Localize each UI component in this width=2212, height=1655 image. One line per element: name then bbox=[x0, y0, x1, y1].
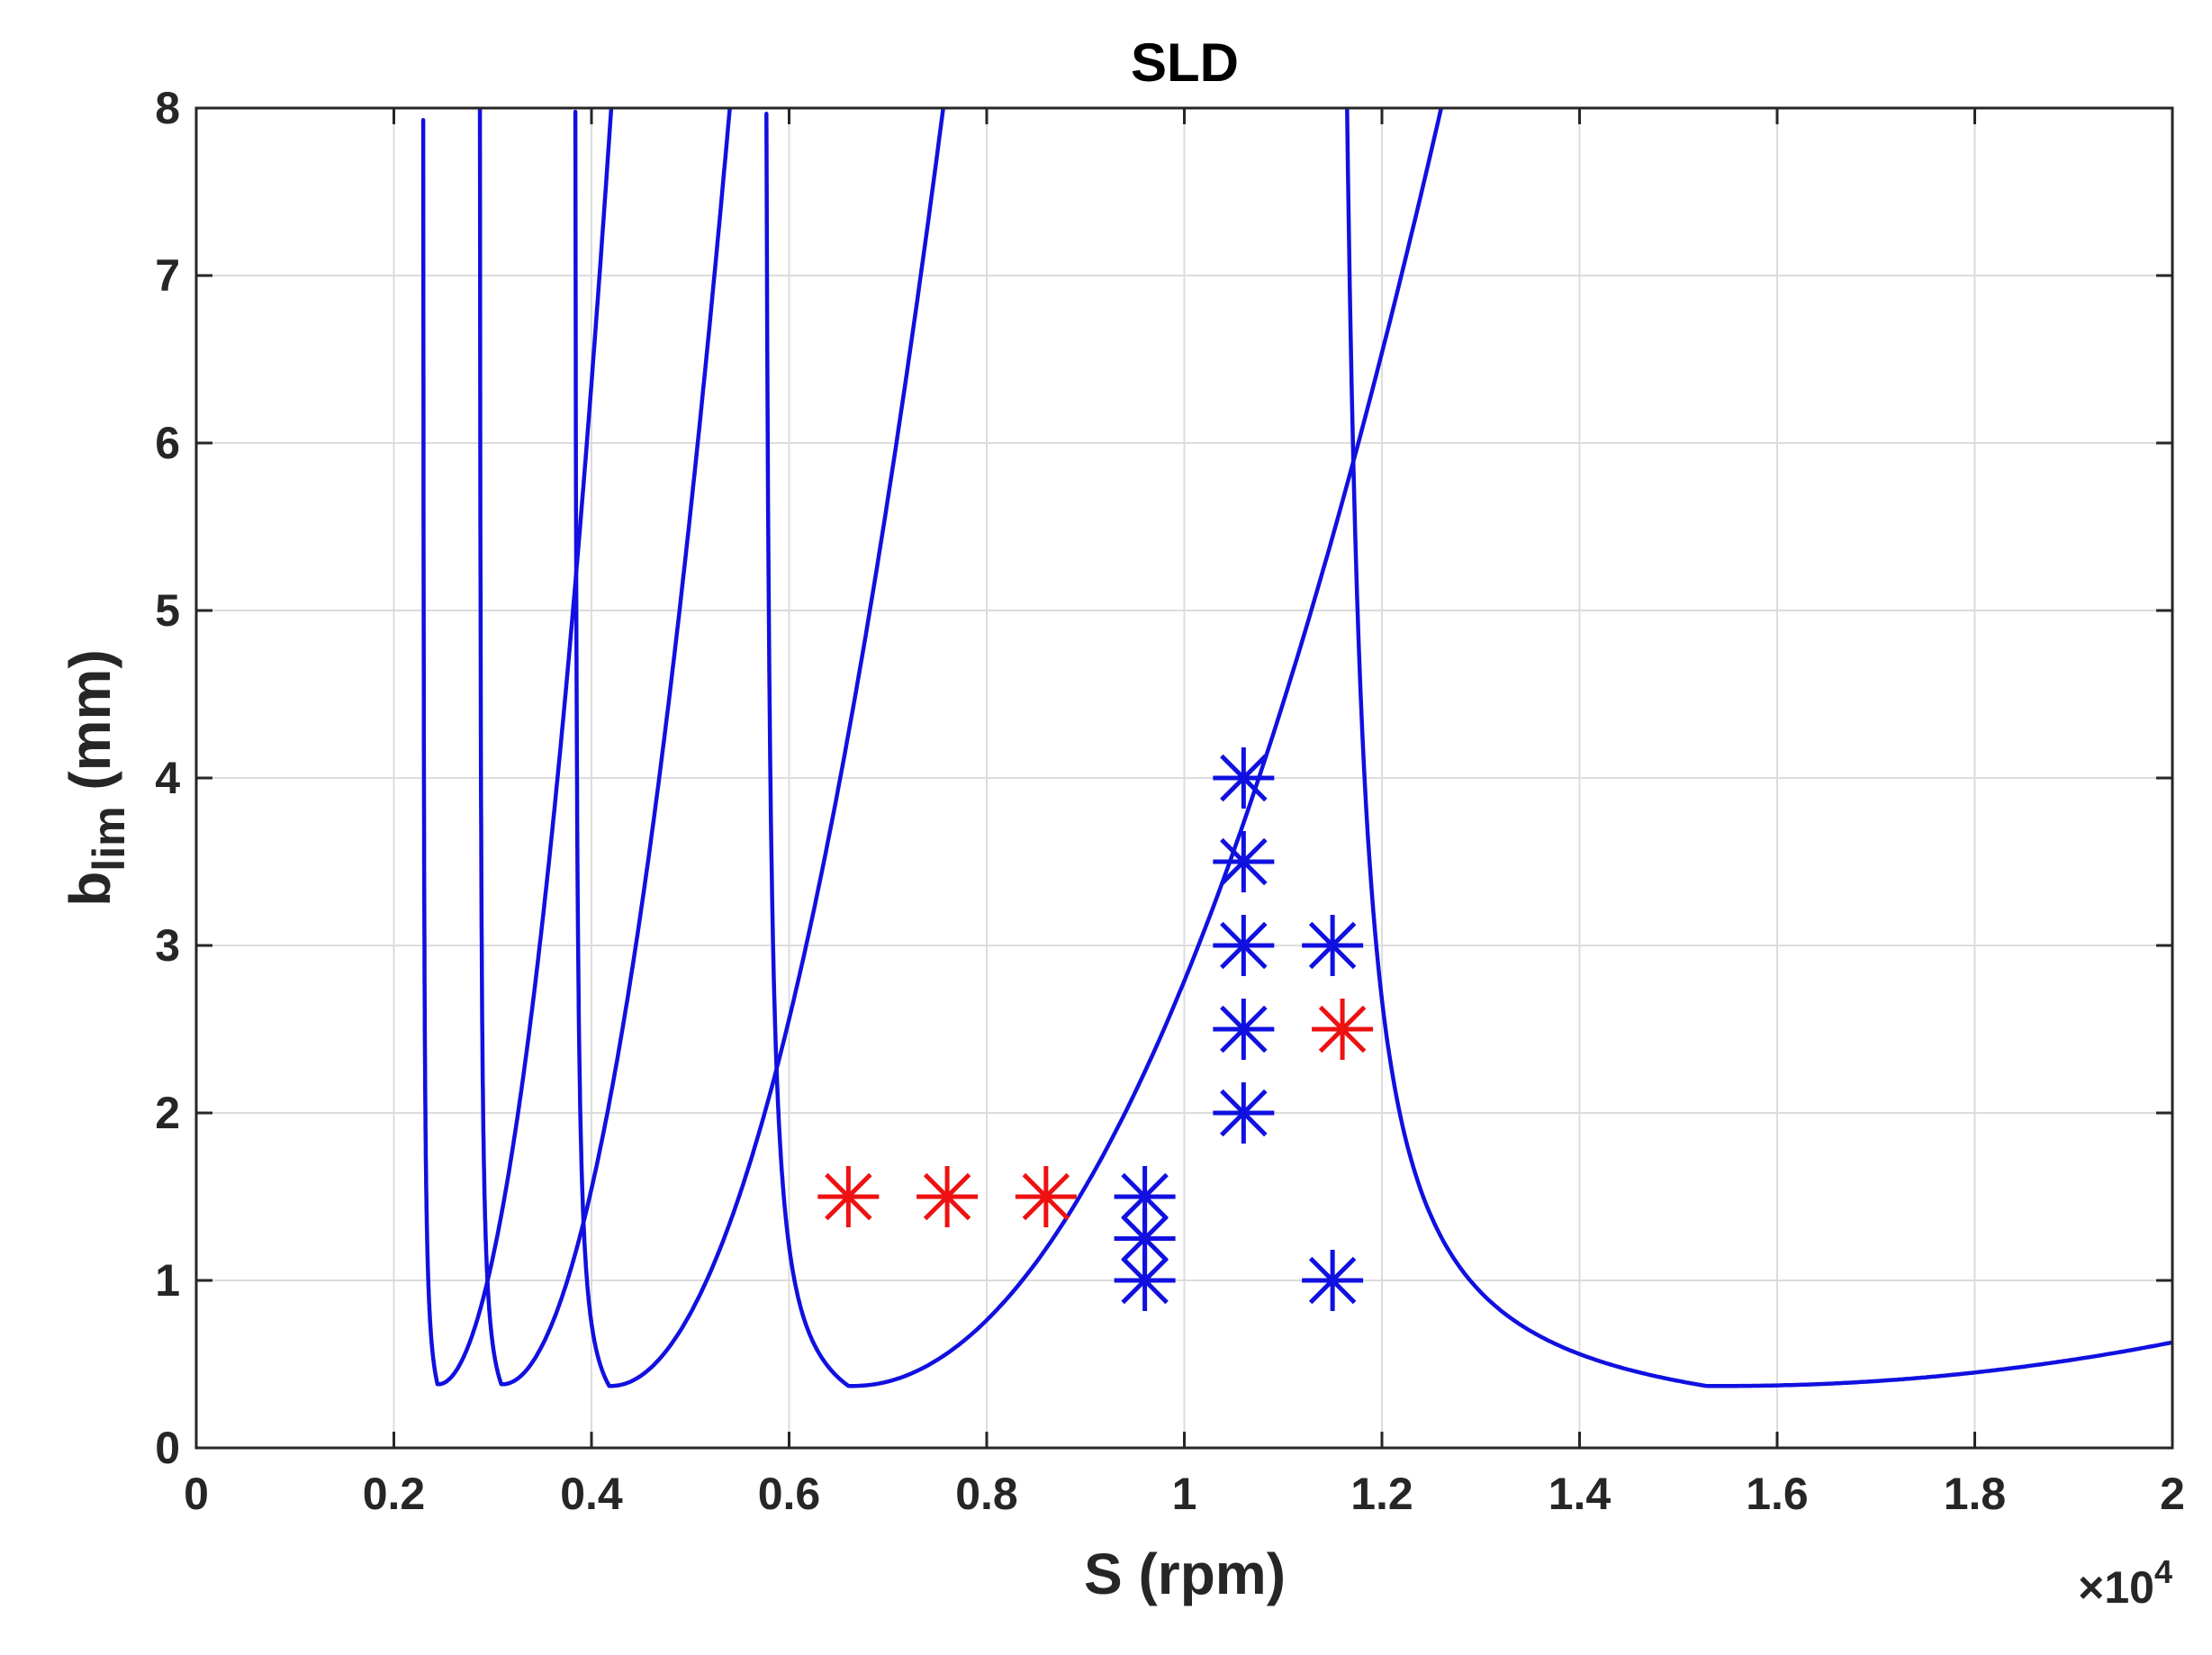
asterisk-stroke bbox=[1220, 754, 1268, 802]
asterisk-stroke bbox=[1121, 1256, 1169, 1305]
stable-test-point bbox=[1302, 1250, 1364, 1311]
unstable-test-point bbox=[1015, 1166, 1077, 1227]
unstable-test-point bbox=[817, 1166, 880, 1227]
x-axis-exponent: ×104 bbox=[2078, 1553, 2172, 1613]
stable-test-point bbox=[1213, 1082, 1275, 1144]
stable-test-point bbox=[1302, 915, 1364, 976]
stable-test-point bbox=[1213, 999, 1275, 1060]
y-axis-label-subscript: lim bbox=[84, 806, 134, 871]
asterisk-stroke bbox=[825, 1172, 872, 1221]
y-tick-label: 7 bbox=[155, 250, 180, 301]
x-axis-exponent-base: ×10 bbox=[2078, 1562, 2154, 1613]
unstable-test-point bbox=[1312, 999, 1374, 1060]
unstable-test-point bbox=[916, 1166, 979, 1227]
asterisk-stroke bbox=[1308, 1256, 1357, 1305]
x-tick-label: 0.2 bbox=[363, 1469, 426, 1519]
x-axis-label: S (rpm) bbox=[1084, 1542, 1286, 1606]
y-tick-label: 3 bbox=[155, 920, 180, 971]
stability-lobes bbox=[420, 108, 2172, 1388]
asterisk-stroke bbox=[1308, 921, 1357, 970]
stable-test-point bbox=[1213, 747, 1275, 809]
lobe-2-curve bbox=[477, 108, 732, 1387]
lobe-4-curve bbox=[764, 108, 1444, 1388]
x-tick-label: 0.8 bbox=[955, 1469, 1018, 1519]
y-axis-label-units: (mm) bbox=[58, 649, 122, 806]
x-tick-label: 0.6 bbox=[758, 1469, 821, 1519]
stable-test-point bbox=[1114, 1166, 1176, 1227]
y-tick-label: 8 bbox=[155, 83, 180, 133]
ticks bbox=[194, 106, 2174, 1450]
y-tick-label: 2 bbox=[155, 1088, 180, 1138]
lobe-1-curve bbox=[420, 108, 614, 1387]
chart-title: SLD bbox=[1131, 32, 1239, 93]
x-tick-label: 1.2 bbox=[1350, 1469, 1413, 1519]
asterisk-stroke bbox=[1121, 1215, 1169, 1262]
y-tick-labels: 0 1 2 3 4 5 6 7 8 bbox=[155, 83, 180, 1473]
test-points bbox=[817, 747, 1374, 1311]
asterisk-stroke bbox=[1220, 837, 1268, 886]
y-tick-label: 6 bbox=[155, 418, 180, 468]
y-axis-label: blim (mm) bbox=[58, 649, 134, 907]
asterisk-stroke bbox=[923, 1172, 971, 1221]
asterisk-stroke bbox=[1220, 921, 1268, 970]
asterisk-stroke bbox=[1121, 1172, 1169, 1221]
x-axis-exponent-power: 4 bbox=[2154, 1553, 2172, 1590]
stable-test-point bbox=[1114, 1250, 1176, 1311]
x-tick-label: 1.4 bbox=[1548, 1469, 1612, 1519]
x-tick-label: 0 bbox=[184, 1469, 209, 1519]
y-tick-label: 5 bbox=[155, 585, 180, 636]
y-tick-label: 1 bbox=[155, 1255, 180, 1306]
asterisk-stroke bbox=[1220, 1089, 1268, 1137]
y-tick-label: 4 bbox=[155, 753, 180, 803]
stable-test-point bbox=[1213, 915, 1275, 976]
y-axis-label-main: b bbox=[58, 872, 122, 907]
lobe-5-curve bbox=[1345, 108, 2172, 1388]
asterisk-stroke bbox=[1318, 1005, 1367, 1054]
asterisk-stroke bbox=[1220, 1005, 1268, 1054]
x-tick-label: 1.8 bbox=[1944, 1469, 2007, 1519]
x-tick-labels: 0 0.2 0.4 0.6 0.8 1 1.2 1.4 1.6 1.8 2 bbox=[184, 1469, 2185, 1519]
stable-test-point bbox=[1213, 831, 1275, 892]
lobe-3-curve bbox=[573, 108, 945, 1388]
x-tick-label: 2 bbox=[2160, 1469, 2185, 1519]
grid bbox=[196, 108, 2172, 1448]
x-tick-label: 1.6 bbox=[1746, 1469, 1809, 1519]
y-tick-label: 0 bbox=[155, 1423, 180, 1473]
x-tick-label: 1 bbox=[1172, 1469, 1197, 1519]
asterisk-stroke bbox=[1022, 1172, 1070, 1221]
x-tick-label: 0.4 bbox=[560, 1469, 623, 1519]
